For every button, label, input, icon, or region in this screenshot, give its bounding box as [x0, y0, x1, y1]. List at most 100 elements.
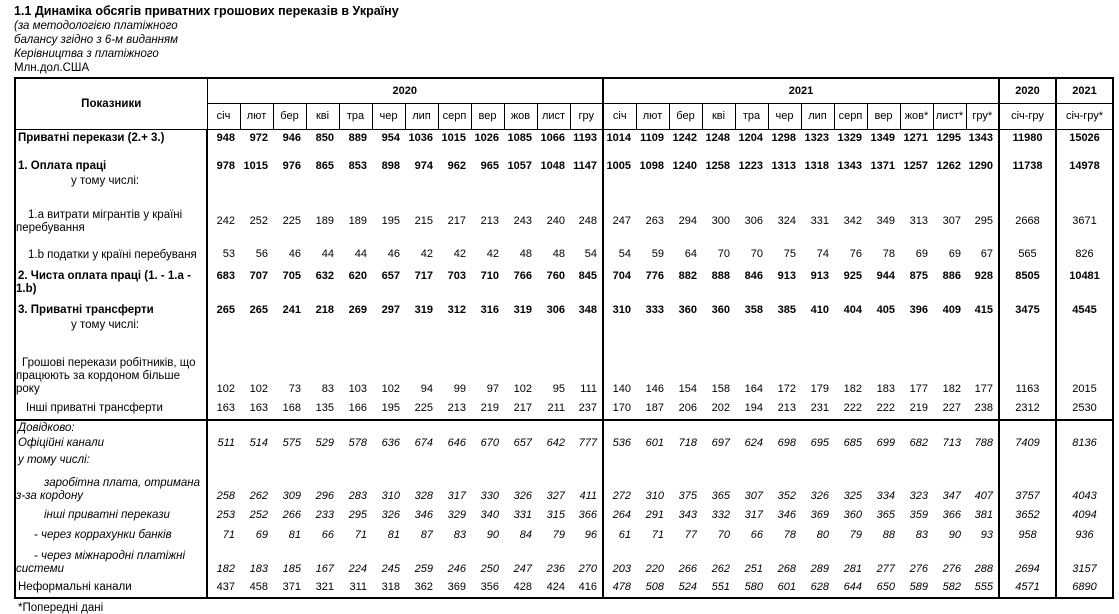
value-cell-2020: [537, 418, 570, 435]
value-cell-2020: 224: [348, 562, 367, 575]
value-cell-2020: 978: [216, 159, 235, 172]
value-cell-2021: 695: [810, 436, 829, 449]
value-cell-2020: 242: [216, 215, 235, 227]
row-label: Інші приватні трансферти: [15, 397, 208, 420]
value-cell-2021: 913: [810, 269, 829, 282]
table-row: 3. Приватні трансферти у тому числі: 265 26…: [15, 301, 1113, 342]
table-body: Приватні перекази (2.+ 3.) 948 972 946 850 88…: [15, 129, 1113, 598]
value-cell-2021: 202: [711, 401, 730, 414]
value-cell-2020: 514: [249, 436, 268, 449]
row-label: 2. Чиста оплата праці (1. - 1.а - 1.b): [15, 267, 208, 302]
value-cell-2021: 272: [602, 468, 636, 505]
value-cell-2021: [636, 452, 669, 469]
value-cell-2020: 310: [381, 489, 400, 502]
value-cell-2021: 1014: [602, 129, 636, 158]
value-cell-2020: [438, 418, 471, 435]
value-cell-2020: 42: [420, 248, 433, 260]
value-cell-2021: 323: [909, 489, 928, 502]
year-2021-header: 2021: [602, 77, 1000, 104]
value-cell-2020: 237: [578, 401, 597, 414]
month-header: лют: [239, 103, 274, 130]
value-cell-2021: 925: [843, 269, 862, 282]
value-cell-2021: 381: [974, 508, 993, 521]
value-cell-2021: [900, 452, 933, 469]
value-cell-2020: 853: [348, 159, 367, 172]
value-cell-2020: 1085: [507, 132, 532, 144]
value-cell-2020: 83: [453, 528, 466, 541]
value-cell-2021: 846: [744, 269, 763, 282]
value-cell-2020: 185: [282, 562, 301, 575]
value-cell-2020: 99: [453, 382, 466, 395]
month-header: чер: [371, 103, 406, 130]
value-cell-2020: [537, 452, 570, 469]
value-cell-2021: 83: [915, 528, 928, 541]
table-row: у тому числі:: [15, 451, 1113, 469]
month-header: бер: [668, 103, 703, 130]
value-cell-2020: [438, 452, 471, 469]
month-header: кві: [305, 103, 340, 130]
value-cell-2021: 164: [744, 382, 763, 395]
value-cell-2020: 1026: [474, 132, 499, 144]
value-cell-2021: 882: [678, 269, 697, 282]
total-cell-2020: 2694: [998, 544, 1057, 578]
value-cell-2020: [372, 452, 405, 469]
value-cell-2020: 710: [480, 269, 499, 282]
value-cell-2020: 674: [414, 436, 433, 449]
value-cell-2020: 219: [480, 401, 499, 414]
value-cell-2021: 1204: [738, 132, 763, 144]
value-cell-2020: 356: [480, 580, 499, 593]
value-cell-2021: 928: [974, 269, 993, 282]
total-cell-2021: 14978: [1055, 157, 1113, 202]
value-cell-2020: 411: [579, 489, 597, 502]
value-cell-2021: 1313: [771, 159, 796, 172]
value-cell-2020: 717: [414, 269, 433, 282]
value-cell-2020: 898: [381, 159, 400, 172]
units-label: Млн.дол.США: [14, 62, 90, 74]
value-cell-2021: 69: [948, 248, 961, 260]
value-cell-2021: 1109: [640, 132, 664, 144]
value-cell-2021: 650: [876, 580, 895, 593]
value-cell-2021: 415: [974, 303, 993, 316]
value-cell-2020: 1057: [507, 159, 532, 172]
month-header: січ: [206, 103, 241, 130]
total-cell-2021: 4043: [1055, 468, 1113, 505]
value-cell-2020: 233: [315, 508, 334, 521]
value-cell-2020: 707: [249, 269, 268, 282]
total-cell-2021: 2015: [1055, 341, 1113, 398]
total-cell-2020: 3652: [998, 504, 1057, 526]
value-cell-2020: 53: [222, 248, 235, 260]
value-cell-2020: 346: [414, 508, 433, 521]
value-cell-2021: 944: [876, 269, 895, 282]
value-cell-2020: 766: [513, 269, 532, 282]
value-cell-2020: [405, 418, 438, 435]
value-cell-2021: [669, 418, 702, 435]
value-cell-2021: 220: [645, 562, 664, 575]
value-cell-2021: 291: [645, 508, 664, 521]
table-row: 1. Оплата праці у тому числі: 978 1015 976 86…: [15, 157, 1113, 202]
value-cell-2021: [867, 452, 900, 469]
value-cell-2021: 1258: [705, 159, 730, 172]
value-cell-2021: 306: [744, 215, 763, 227]
value-cell-2020: 632: [315, 269, 334, 282]
value-cell-2021: 146: [645, 382, 664, 395]
month-header: гру*: [965, 103, 1000, 130]
subtitle-line-3: Керівництва з платіжного: [14, 48, 159, 60]
value-cell-2021: 365: [711, 489, 730, 502]
value-cell-2020: 428: [513, 580, 532, 593]
value-cell-2020: 243: [513, 215, 532, 227]
value-cell-2021: 407: [974, 489, 993, 502]
value-cell-2021: 347: [942, 489, 961, 502]
value-cell-2020: 362: [414, 580, 433, 593]
value-cell-2020: 369: [447, 580, 466, 593]
value-cell-2021: 76: [849, 248, 862, 260]
total-cell-2021: [1055, 451, 1113, 469]
value-cell-2021: 551: [711, 580, 730, 593]
value-cell-2021: 59: [651, 248, 664, 260]
value-cell-2021: 375: [678, 489, 697, 502]
value-cell-2021: 888: [711, 269, 730, 282]
value-cell-2021: 69: [915, 248, 928, 260]
value-cell-2020: 81: [288, 528, 301, 541]
value-cell-2020: 657: [513, 436, 532, 449]
value-cell-2020: [570, 452, 603, 469]
header-year-row: Показники 2020 2021 2020 2021: [14, 77, 1114, 130]
